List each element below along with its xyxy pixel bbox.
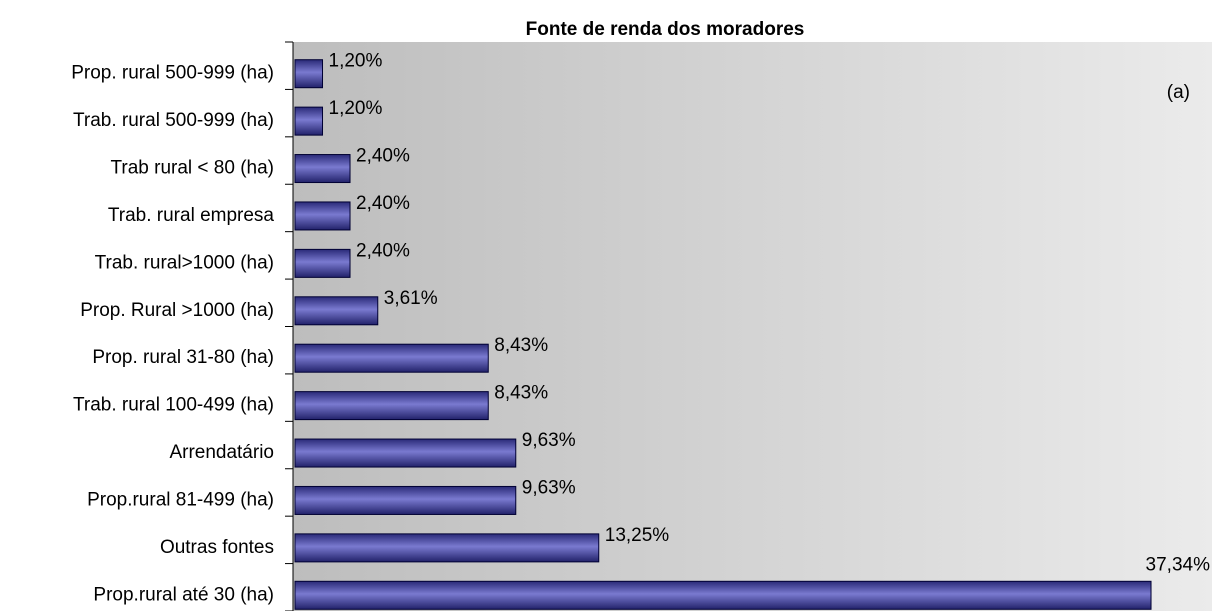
value-label: 3,61% — [384, 288, 438, 309]
y-tick-label: Arrendatário — [169, 442, 274, 463]
y-tick-label: Prop. rural 500-999 (ha) — [71, 63, 274, 84]
annotation: (a) — [1167, 82, 1190, 103]
y-tick-label: Trab. rural empresa — [108, 205, 275, 226]
bar — [294, 248, 351, 278]
y-tick-label: Trab rural < 80 (ha) — [110, 158, 274, 179]
value-label: 9,63% — [522, 477, 576, 498]
bar — [294, 201, 351, 231]
value-label: 1,20% — [329, 51, 383, 72]
plot-area — [293, 42, 1212, 611]
y-tick-label: Prop.rural 81-499 (ha) — [87, 489, 274, 510]
value-label: 9,63% — [522, 430, 576, 451]
value-label: 2,40% — [356, 193, 410, 214]
bar — [294, 485, 517, 515]
y-tick-label: Prop. rural 31-80 (ha) — [92, 347, 274, 368]
y-tick-label: Prop. Rural >1000 (ha) — [80, 300, 274, 321]
y-tick-label: Trab. rural 500-999 (ha) — [73, 110, 274, 131]
bar — [294, 533, 600, 563]
y-tick-label: Outras fontes — [160, 537, 274, 558]
y-tick-label: Trab. rural 100-499 (ha) — [73, 395, 274, 416]
bar — [294, 106, 324, 136]
bar — [294, 154, 351, 184]
value-label: 13,25% — [605, 525, 670, 546]
bar — [294, 438, 517, 468]
value-label: 1,20% — [329, 98, 383, 119]
bar — [294, 580, 1152, 610]
bar — [294, 391, 489, 421]
value-label: 2,40% — [356, 146, 410, 167]
value-label: 2,40% — [356, 240, 410, 261]
bar — [294, 296, 379, 326]
value-label: 8,43% — [494, 383, 548, 404]
y-tick-label: Prop.rural até 30 (ha) — [93, 584, 274, 605]
value-label: 8,43% — [494, 335, 548, 356]
y-tick-label: Trab. rural>1000 (ha) — [95, 252, 274, 273]
bar — [294, 59, 324, 89]
chart-title: Fonte de renda dos moradores — [526, 19, 805, 40]
value-label: 37,34% — [1146, 554, 1211, 575]
bar — [294, 343, 489, 373]
